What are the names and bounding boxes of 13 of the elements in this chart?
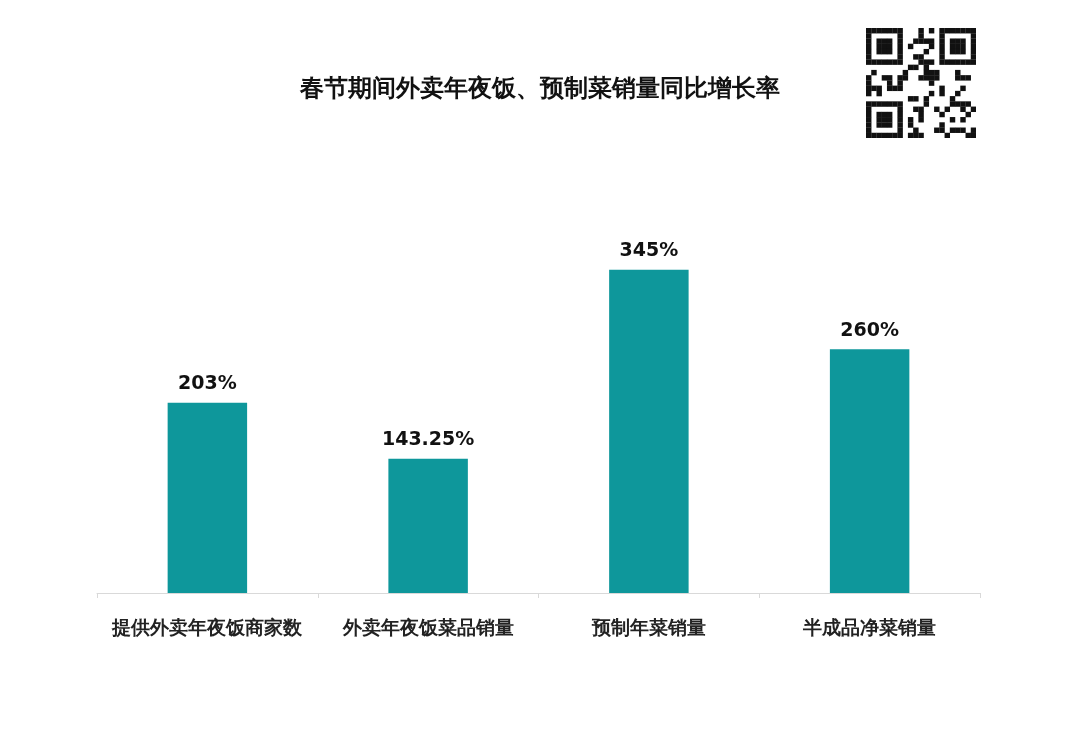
x-tick-label: 半成品净菜销量 [802, 615, 937, 638]
data-label: 345% [619, 238, 679, 261]
bar [609, 269, 689, 593]
x-tick-label: 外卖年夜饭菜品销量 [341, 615, 514, 638]
data-label: 203% [178, 371, 237, 394]
x-tick-label: 提供外卖年夜饭商家数 [111, 615, 304, 638]
bar [829, 349, 910, 593]
bar [167, 402, 248, 593]
data-label: 143.25% [381, 427, 475, 450]
data-label: 260% [840, 317, 899, 340]
chart-title: 春节期间外卖年夜饭、预制菜销量同比增长率 [299, 74, 780, 102]
bar [388, 458, 468, 593]
x-tick-label: 预制年菜销量 [590, 615, 706, 638]
